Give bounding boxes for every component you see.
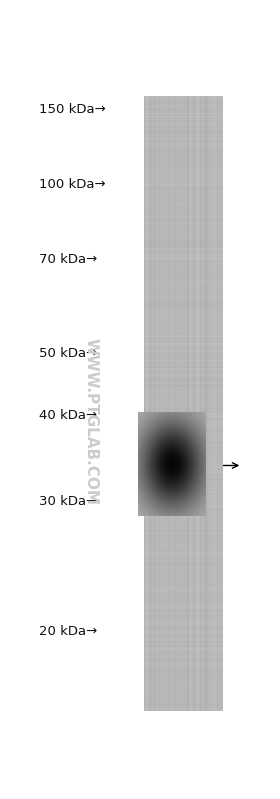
Text: 50 kDa→: 50 kDa→: [39, 347, 98, 360]
Text: 100 kDa→: 100 kDa→: [39, 178, 106, 191]
Text: 30 kDa→: 30 kDa→: [39, 495, 98, 508]
Text: WWW.PTGLAB.COM: WWW.PTGLAB.COM: [84, 339, 99, 506]
Text: 40 kDa→: 40 kDa→: [39, 409, 97, 422]
Text: 20 kDa→: 20 kDa→: [39, 625, 98, 638]
Text: 70 kDa→: 70 kDa→: [39, 252, 98, 265]
Text: 150 kDa→: 150 kDa→: [39, 103, 106, 116]
Bar: [35, 96, 143, 711]
